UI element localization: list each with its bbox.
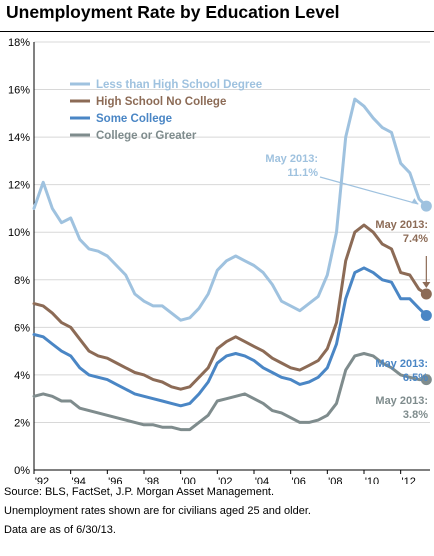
y-tick-label: 12% [8, 180, 30, 192]
legend-label-3: College or Greater [96, 130, 197, 142]
unemployment-line-chart: 0% 2% 4% 6% 8% 10% 12% 14% 16% 18% '92 '94 '96 '98 '00… [8, 37, 432, 484]
series-line-1 [32, 223, 428, 391]
endpoint-marker-2 [420, 309, 432, 321]
series-layer [32, 97, 428, 432]
x-tick-label: '94 [71, 476, 85, 484]
series-line-0 [32, 97, 428, 322]
annotation-value-3: 3.8% [403, 409, 428, 421]
x-tick-label: '02 [218, 476, 232, 484]
annotation-layer: May 2013: 11.1% May 2013: 7.4% May 2013: 6.5%… [265, 153, 432, 421]
series-line-2 [32, 266, 428, 408]
y-tick-label: 18% [8, 37, 30, 49]
annotation-label-2: May 2013: [375, 358, 428, 370]
endpoint-marker-1 [420, 288, 432, 300]
footnote-population: Unemployment rates shown are for civilia… [4, 505, 311, 517]
annotation-label-3: May 2013: [375, 395, 428, 407]
x-tick-label: '08 [328, 476, 342, 484]
x-tick-label: '06 [291, 476, 305, 484]
legend-label-1: High School No College [96, 96, 226, 108]
footnote-source: Source: BLS, FactSet, J.P. Morgan Asset … [4, 486, 275, 498]
x-tick-label: '10 [365, 476, 379, 484]
grid-layer [34, 41, 430, 470]
plot-background [34, 42, 430, 470]
annotation-label-1: May 2013: [375, 219, 428, 231]
annotation-value-0: 11.1% [287, 167, 318, 179]
legend-label-2: Some College [96, 113, 172, 125]
y-tick-label: 6% [14, 322, 30, 334]
annotation-value-1: 7.4% [403, 233, 428, 245]
annotation-value-2: 6.5% [403, 372, 428, 384]
arrow-less-than-hs [319, 176, 419, 205]
x-tick-label: '00 [181, 476, 195, 484]
x-tick-label: '12 [401, 476, 415, 484]
footnote-date: Data are as of 6/30/13. [4, 524, 116, 536]
chart-title: Unemployment Rate by Education Level [6, 2, 340, 22]
series-line-3 [32, 352, 428, 432]
y-tick-label: 10% [8, 227, 30, 239]
title-divider [0, 31, 434, 32]
x-tick-label: '96 [108, 476, 122, 484]
x-tick-label: '98 [145, 476, 159, 484]
annotation-label-0: May 2013: [265, 153, 318, 165]
y-tick-label: 2% [14, 417, 30, 429]
y-tick-label: 4% [14, 370, 30, 382]
axis-layer: 0% 2% 4% 6% 8% 10% 12% 14% 16% 18% '92 '94 '96 '98 '00… [8, 37, 430, 484]
endpoint-marker-3 [420, 374, 432, 386]
legend-label-0: Less than High School Degree [96, 79, 262, 91]
y-tick-label: 16% [8, 85, 30, 97]
x-tick-label: '92 [35, 476, 49, 484]
x-tick-label: '04 [255, 476, 269, 484]
y-tick-label: 8% [14, 275, 30, 287]
legend: Less than High School Degree High School … [70, 79, 262, 142]
y-tick-label: 14% [8, 132, 30, 144]
arrowhead-high-school [422, 282, 431, 289]
arrowhead-less-than-hs [411, 198, 419, 205]
y-tick-label: 0% [14, 465, 30, 477]
endpoint-marker-0 [420, 200, 432, 212]
